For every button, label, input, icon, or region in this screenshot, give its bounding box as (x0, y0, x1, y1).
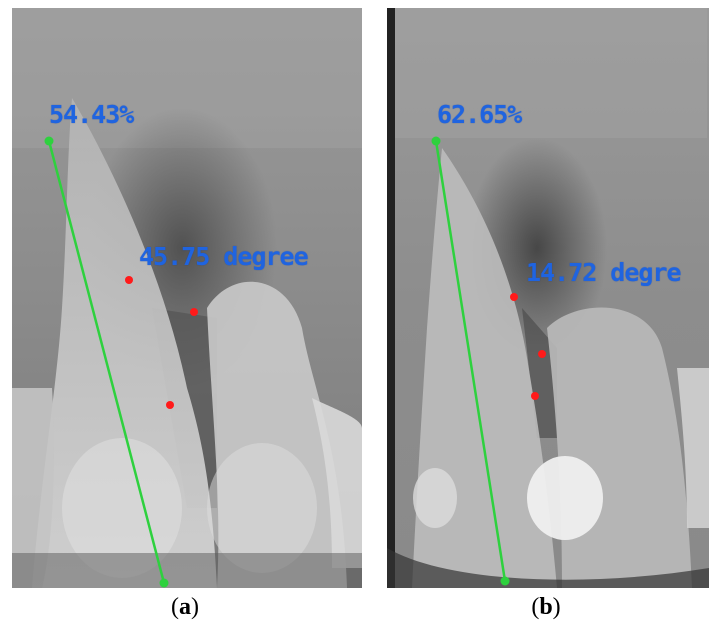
landmark-point-1-a (125, 276, 133, 284)
caption-paren-open-b: ( (531, 594, 540, 620)
line-endpoint-top-a (44, 136, 54, 146)
landmark-point-1-b (510, 293, 518, 301)
xray-panel-b: 62.65% 14.72 degre (387, 8, 716, 588)
line-endpoint-bottom-b (500, 576, 510, 586)
caption-paren-close-a: ) (191, 594, 199, 620)
caption-paren-open-a: ( (171, 594, 179, 620)
caption-b: (b) (516, 594, 576, 621)
landmark-point-3-a (166, 401, 174, 409)
landmark-point-2-a (190, 308, 198, 316)
landmark-point-2-b (538, 350, 546, 358)
caption-letter-a: a (179, 594, 191, 620)
xray-image-b (387, 8, 709, 588)
xray-panel-a: 54.43% 45.75 degree (12, 8, 362, 588)
percentage-label-a: 54.43% (49, 100, 134, 129)
line-endpoint-top-b (431, 136, 441, 146)
measurement-line-b (434, 140, 507, 582)
measurement-line-a (47, 140, 166, 584)
xray-image-a (12, 8, 362, 588)
caption-letter-b: b (539, 594, 553, 620)
caption-a: (a) (155, 594, 215, 621)
angle-label-b: 14.72 degre (526, 258, 682, 287)
caption-paren-close-b: ) (552, 594, 561, 620)
angle-label-a: 45.75 degree (139, 242, 309, 271)
percentage-label-b: 62.65% (437, 100, 522, 129)
line-endpoint-bottom-a (159, 578, 169, 588)
landmark-point-3-b (531, 392, 539, 400)
